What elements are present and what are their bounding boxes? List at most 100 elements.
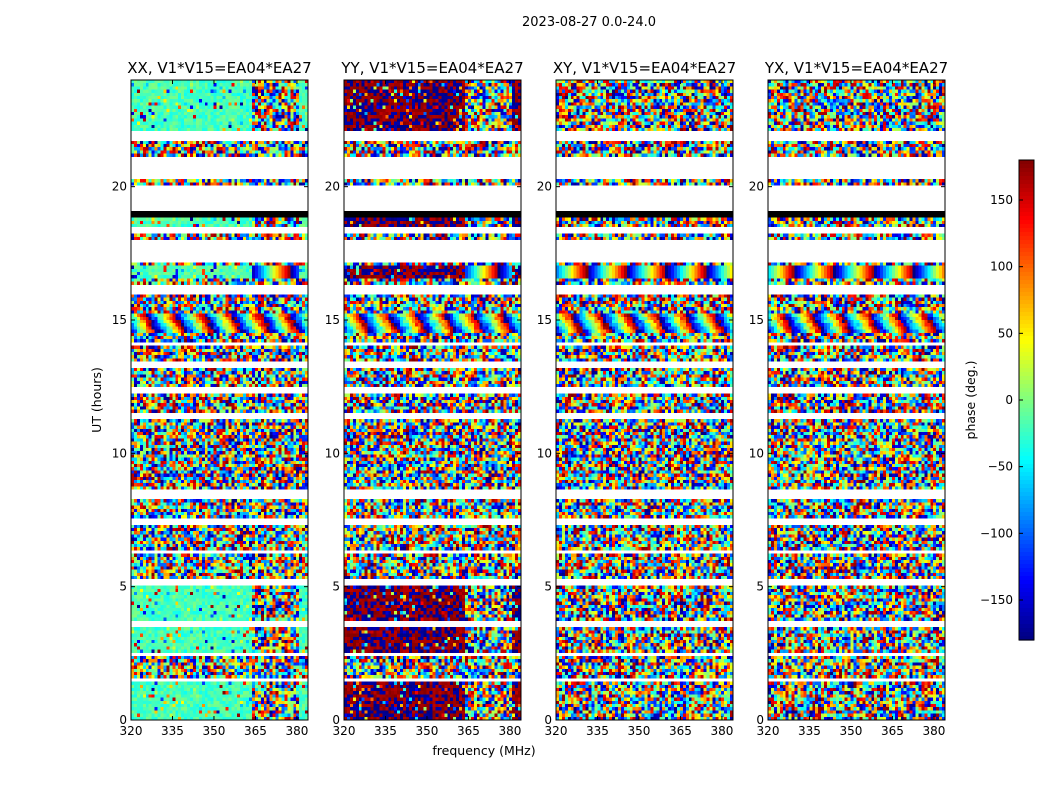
colorbar-segment [1019,544,1034,549]
colorbar-segment [1019,276,1034,281]
colorbar-segment [1019,280,1034,285]
colorbar-segment [1019,204,1034,209]
panel-frame [555,79,734,721]
colorbar-segment [1019,388,1034,393]
colorbar-segment [1019,312,1034,317]
colorbar-segment [1019,592,1034,597]
x-tick-label: 335 [798,724,821,738]
colorbar-segment [1019,384,1034,389]
x-tick-label: 380 [922,724,945,738]
colorbar-segment [1019,400,1034,405]
x-tick-label: 365 [457,724,480,738]
colorbar-segment [1019,600,1034,605]
y-tick-label: 10 [112,446,127,460]
x-tick-label: 335 [586,724,609,738]
colorbar-segment [1019,208,1034,213]
colorbar-tick-label: −100 [980,526,1013,540]
colorbar-segment [1019,284,1034,289]
colorbar-segment [1019,420,1034,425]
x-axis-label: frequency (MHz) [432,743,535,758]
colorbar-segment [1019,528,1034,533]
colorbar-segment [1019,340,1034,345]
colorbar-segment [1019,224,1034,229]
colorbar-segment [1019,308,1034,313]
y-tick-label: 5 [119,580,127,594]
colorbar-segment [1019,436,1034,441]
y-tick-label: 15 [537,313,552,327]
colorbar-segment [1019,376,1034,381]
colorbar-segment [1019,524,1034,529]
y-tick-label: 0 [332,713,340,727]
colorbar-segment [1019,244,1034,249]
panel-title: YY, V1*V15=EA04*EA27 [340,59,523,77]
colorbar-segment [1019,536,1034,541]
colorbar-segment [1019,260,1034,265]
colorbar-segment [1019,584,1034,589]
y-tick-label: 5 [332,580,340,594]
colorbar-segment [1019,412,1034,417]
y-axis-label: UT (hours) [89,367,104,433]
x-tick-label: 365 [881,724,904,738]
colorbar-segment [1019,180,1034,185]
colorbar-segment [1019,416,1034,421]
y-tick-label: 10 [537,446,552,460]
colorbar-segment [1019,392,1034,397]
colorbar-segment [1019,472,1034,477]
colorbar-label: phase (deg.) [963,361,978,440]
colorbar-segment [1019,320,1034,325]
colorbar-segment [1019,568,1034,573]
colorbar-tick-label: 0 [1005,393,1013,407]
x-tick-label: 350 [840,724,863,738]
colorbar-segment [1019,248,1034,253]
colorbar-segment [1019,480,1034,485]
colorbar-segment [1019,608,1034,613]
colorbar-segment [1019,432,1034,437]
y-tick-label: 10 [749,446,764,460]
colorbar-tick-label: −50 [988,460,1013,474]
colorbar-segment [1019,556,1034,561]
colorbar-segment [1019,564,1034,569]
y-tick-label: 5 [544,580,552,594]
colorbar-segment [1019,540,1034,545]
colorbar-segment [1019,188,1034,193]
heatmap-image [556,80,733,720]
colorbar-segment [1019,352,1034,357]
colorbar-segment [1019,596,1034,601]
colorbar-segment [1019,360,1034,365]
colorbar-segment [1019,252,1034,257]
colorbar-segment [1019,604,1034,609]
colorbar-segment [1019,196,1034,201]
panel-xx: XX, V1*V15=EA04*EA27 320 335 350 365 380 0 5 10 1… [112,59,312,738]
colorbar-segment [1019,624,1034,629]
x-tick-label: 335 [374,724,397,738]
colorbar-segment [1019,332,1034,337]
colorbar-segment [1019,548,1034,553]
panel-title: XY, V1*V15=EA04*EA27 [553,59,736,77]
colorbar-segment [1019,492,1034,497]
colorbar-segment [1019,348,1034,353]
colorbar-segment [1019,296,1034,301]
heatmap-image [344,80,521,720]
colorbar-segment [1019,444,1034,449]
colorbar-segment [1019,220,1034,225]
colorbar-segment [1019,560,1034,565]
colorbar-segment [1019,448,1034,453]
colorbar-segment [1019,344,1034,349]
x-tick-label: 380 [498,724,521,738]
panel-frame [343,79,522,721]
panel-frame [767,79,946,721]
colorbar-segment [1019,580,1034,585]
colorbar-segment [1019,364,1034,369]
colorbar-segment [1019,504,1034,509]
colorbar-segment [1019,488,1034,493]
colorbar-segment [1019,300,1034,305]
colorbar-segment [1019,304,1034,309]
colorbar-segment [1019,476,1034,481]
colorbar-segment [1019,256,1034,261]
colorbar-segment [1019,440,1034,445]
colorbar-segment [1019,452,1034,457]
figure-suptitle: 2023-08-27 0.0-24.0 [522,15,656,30]
colorbar-tick-label: 100 [990,260,1013,274]
x-tick-label: 320 [757,724,780,738]
colorbar-segment [1019,316,1034,321]
